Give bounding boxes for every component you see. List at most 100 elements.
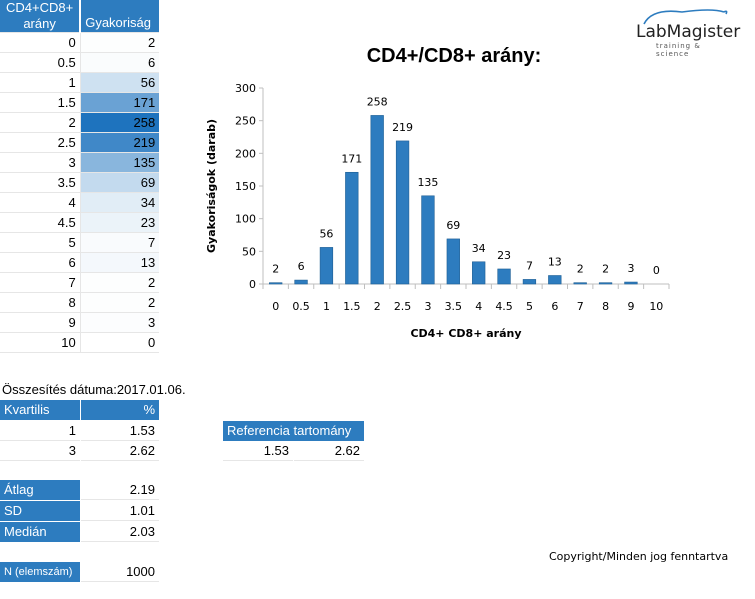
ratio-cell: 5 — [0, 232, 81, 253]
bar — [598, 282, 613, 285]
logo-tagline: training & science — [656, 42, 701, 58]
x-tick-label: 3 — [424, 300, 431, 313]
data-label: 258 — [367, 95, 388, 108]
ratio-cell: 0 — [0, 32, 81, 53]
x-tick-label: 5 — [526, 300, 533, 313]
data-label: 13 — [548, 256, 562, 269]
y-tick-label: 150 — [235, 180, 256, 193]
bar — [497, 268, 511, 285]
x-tick-label: 9 — [627, 300, 634, 313]
ratio-cell: 7 — [0, 272, 81, 293]
y-tick-label: 200 — [235, 147, 256, 160]
bar — [624, 281, 638, 285]
x-tick-label: 0 — [272, 300, 279, 313]
frequency-bar-chart: CD4+/CD8+ arány:0501001502002503002060.5… — [205, 45, 670, 340]
frequency-cell: 171 — [79, 92, 160, 113]
bar — [548, 275, 562, 285]
ratio-cell: 4 — [0, 192, 81, 213]
bar — [472, 261, 486, 285]
mean-label: Átlag — [0, 480, 80, 500]
mean-value: 2.19 — [81, 480, 159, 500]
x-tick-label: 4 — [475, 300, 482, 313]
y-tick-label: 250 — [235, 115, 256, 128]
frequency-cell: 69 — [79, 172, 160, 193]
quartile-header: Kvartilis — [0, 400, 80, 420]
ratio-cell: 1.5 — [0, 92, 81, 113]
frequency-column-header: Gyakoriság — [79, 0, 160, 33]
frequency-cell: 13 — [79, 252, 160, 273]
sd-label: SD — [0, 501, 80, 521]
table-row: 3.5 69 — [0, 172, 160, 193]
quartile-1-label: 1 — [0, 421, 80, 441]
sample-size-value: 1000 — [81, 562, 159, 582]
x-tick-label: 1.5 — [343, 300, 361, 313]
quartile-1-value: 1.53 — [81, 421, 159, 441]
data-label: 7 — [526, 259, 533, 272]
x-tick-label: 0.5 — [292, 300, 310, 313]
data-label: 0 — [653, 264, 660, 277]
frequency-cell: 2 — [79, 292, 160, 313]
quartile-3-label: 3 — [0, 441, 80, 461]
x-axis-title: CD4+ CD8+ arány — [410, 327, 521, 340]
sd-value: 1.01 — [81, 501, 159, 521]
bar — [269, 282, 283, 285]
frequency-cell: 6 — [79, 52, 160, 73]
ratio-cell: 9 — [0, 312, 81, 333]
table-row: 4.5 23 — [0, 212, 160, 233]
data-label: 219 — [392, 121, 413, 134]
ratio-cell: 6 — [0, 252, 81, 273]
bar — [395, 140, 410, 285]
sample-size-label: N (elemszám) — [0, 562, 80, 582]
data-label: 2 — [577, 263, 584, 276]
table-row: 10 0 — [0, 332, 160, 353]
bar — [421, 195, 435, 285]
data-label: 69 — [446, 219, 460, 232]
x-tick-label: 7 — [577, 300, 584, 313]
frequency-table: CD4+CD8+ arány Gyakoriság 0 2 0.5 6 1 56 1.5 17… — [0, 0, 160, 353]
bar — [446, 238, 460, 285]
frequency-cell: 56 — [79, 72, 160, 93]
reference-range-low: 1.53 — [223, 441, 293, 461]
frequency-cell: 23 — [79, 212, 160, 233]
frequency-cell: 135 — [79, 152, 160, 173]
x-tick-label: 3.5 — [445, 300, 463, 313]
y-tick-label: 100 — [235, 213, 256, 226]
table-row: 1 56 — [0, 72, 160, 93]
data-label: 2 — [272, 263, 279, 276]
ratio-cell: 3.5 — [0, 172, 81, 193]
ratio-cell: 3 — [0, 152, 81, 173]
data-label: 135 — [417, 176, 438, 189]
data-label: 23 — [497, 249, 511, 262]
percent-header: % — [81, 400, 159, 420]
table-row: 2.5 219 — [0, 132, 160, 153]
table-row: 6 13 — [0, 252, 160, 273]
ratio-cell: 4.5 — [0, 212, 81, 233]
bar — [345, 171, 359, 285]
table-row: 0.5 6 — [0, 52, 160, 73]
data-label: 171 — [341, 152, 362, 165]
frequency-cell: 219 — [79, 132, 160, 153]
table-row: 2 258 — [0, 112, 160, 133]
bar — [370, 115, 384, 285]
frequency-cell: 0 — [79, 332, 160, 353]
table-row: 3 135 — [0, 152, 160, 173]
x-tick-label: 6 — [551, 300, 558, 313]
bar — [294, 279, 308, 285]
frequency-cell: 7 — [79, 232, 160, 253]
x-tick-label: 4.5 — [495, 300, 513, 313]
median-label: Medián — [0, 522, 80, 542]
ratio-column-header: CD4+CD8+ arány — [0, 0, 81, 33]
x-tick-label: 8 — [602, 300, 609, 313]
x-tick-label: 10 — [649, 300, 663, 313]
logo-swoosh-icon — [643, 9, 728, 25]
ratio-cell: 2.5 — [0, 132, 81, 153]
frequency-cell: 3 — [79, 312, 160, 333]
data-label: 34 — [472, 242, 486, 255]
x-tick-label: 2 — [374, 300, 381, 313]
table-row: 4 34 — [0, 192, 160, 213]
